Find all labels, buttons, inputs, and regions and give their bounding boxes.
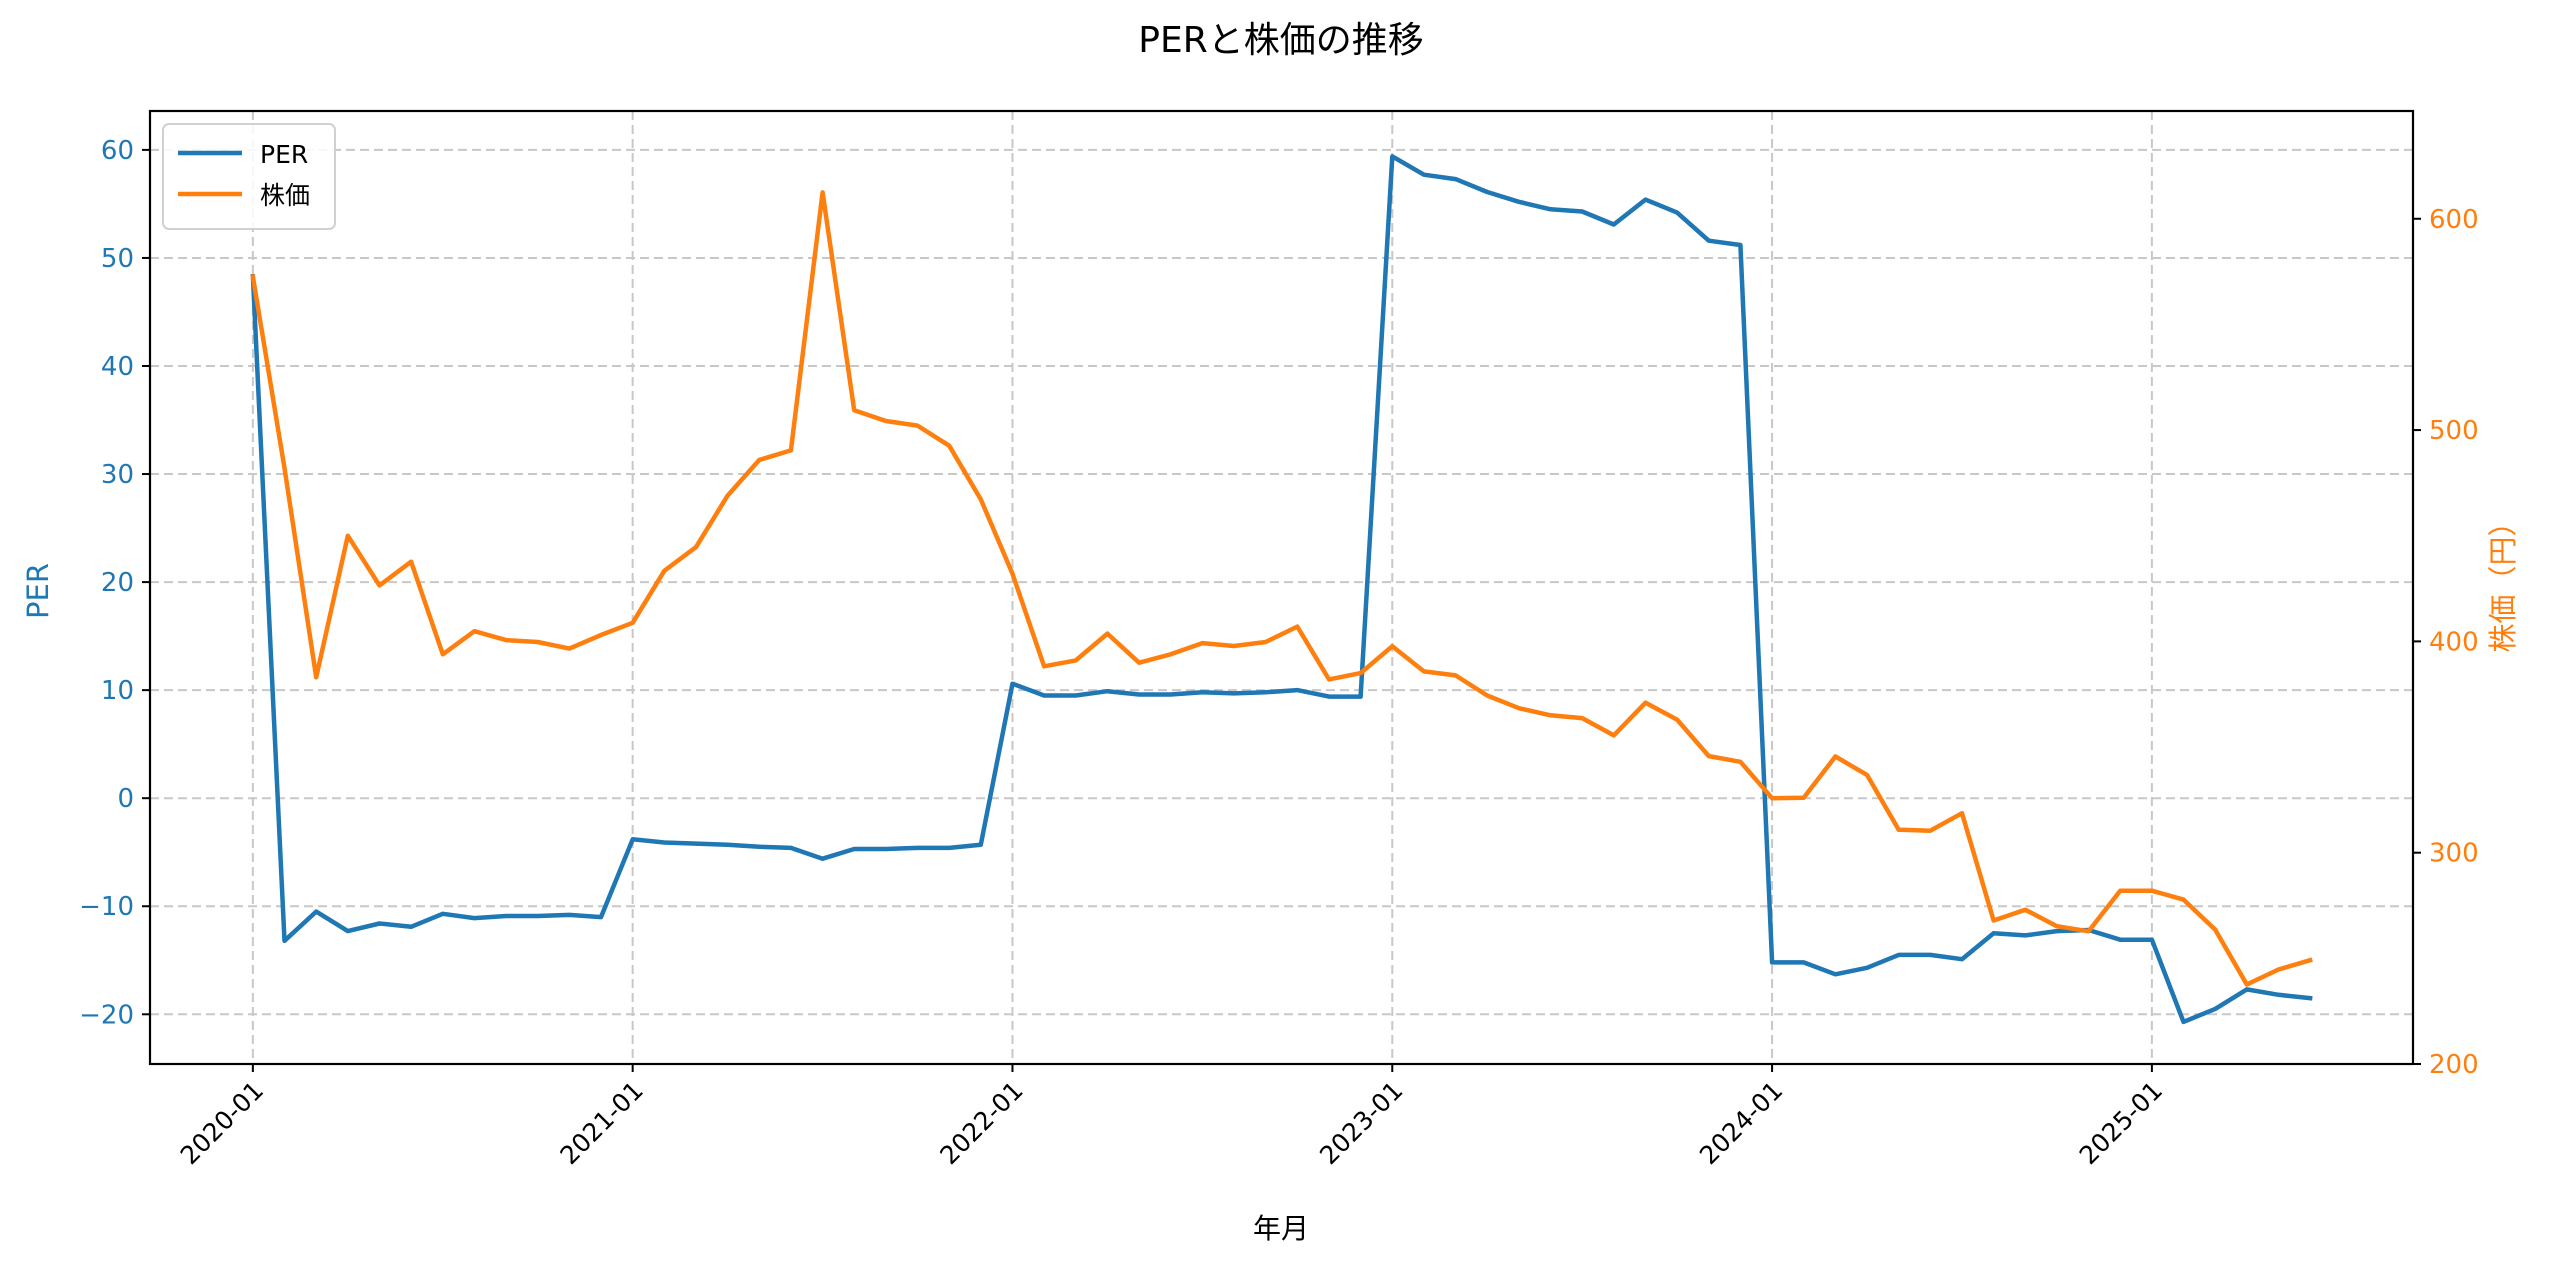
series-lines <box>250 154 2313 1025</box>
x-tick-label: 2024-01 <box>1694 1076 1788 1170</box>
y-right-tick-label: 200 <box>2429 1050 2479 1080</box>
legend-box <box>162 123 336 230</box>
y-left-tick-label: −20 <box>79 1000 134 1030</box>
x-tick-label: 2022-01 <box>934 1076 1028 1170</box>
x-tick-label: 2025-01 <box>2074 1076 2168 1170</box>
y-right-tick-label: 400 <box>2429 627 2479 657</box>
y-left-tick-label: 40 <box>101 352 134 382</box>
series-line-per <box>250 154 2313 1025</box>
legend-label-price: 株価 <box>260 181 310 210</box>
y-right-tick-label: 300 <box>2429 839 2479 869</box>
y-left-tick-label: 0 <box>117 784 134 814</box>
y-left-tick-label: 10 <box>101 676 134 706</box>
grid-lines <box>150 111 2413 1064</box>
y-left-tick-label: −10 <box>79 892 134 922</box>
y-left-tick-label: 20 <box>101 568 134 598</box>
legend-label-per: PER <box>260 140 308 169</box>
series-line-price <box>250 190 2313 987</box>
y-axis-right-label: 株価（円） <box>2486 507 2520 652</box>
x-tick-label: 2023-01 <box>1314 1076 1408 1170</box>
y-axis-left-label: PER <box>21 563 55 619</box>
y-left-tick-label: 30 <box>101 460 134 490</box>
chart-title: PERと株価の推移 <box>1138 20 1423 61</box>
y-right-tick-label: 500 <box>2429 416 2479 446</box>
y-right-tick-label: 600 <box>2429 205 2479 235</box>
x-tick-label: 2020-01 <box>175 1076 269 1170</box>
plot-frame <box>148 109 2415 1066</box>
y-left-tick-label: 50 <box>101 244 134 274</box>
y-left-tick-label: 60 <box>101 136 134 166</box>
x-axis-label: 年月 <box>1253 1212 1309 1245</box>
legend: PER 株価 <box>162 123 336 230</box>
x-tick-label: 2021-01 <box>555 1076 649 1170</box>
